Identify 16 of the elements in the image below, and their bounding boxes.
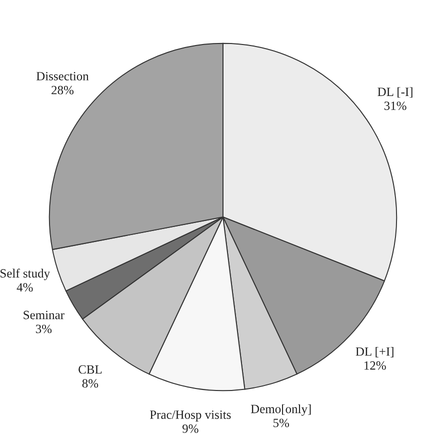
slice-label: Demo[only] [250,404,311,416]
slice-label: DL [+I] [356,346,394,358]
data-label: 31% [384,102,406,110]
data-label: 3% [36,324,52,334]
slice-label: Self study [0,268,50,280]
slice-label: DL [-I] [378,87,412,98]
slice-label: Seminar [24,310,64,320]
slice-label: Prac/Hosp visits [150,410,231,422]
data-label: 4% [16,283,33,292]
data-label: 9% [182,424,198,433]
slice-label: CBL [78,365,102,374]
slice-label: Dissection [36,72,89,80]
data-label: 8% [82,379,98,388]
data-label: 28% [52,86,74,94]
data-label: 5% [274,418,290,428]
data-label: 12% [364,361,386,370]
